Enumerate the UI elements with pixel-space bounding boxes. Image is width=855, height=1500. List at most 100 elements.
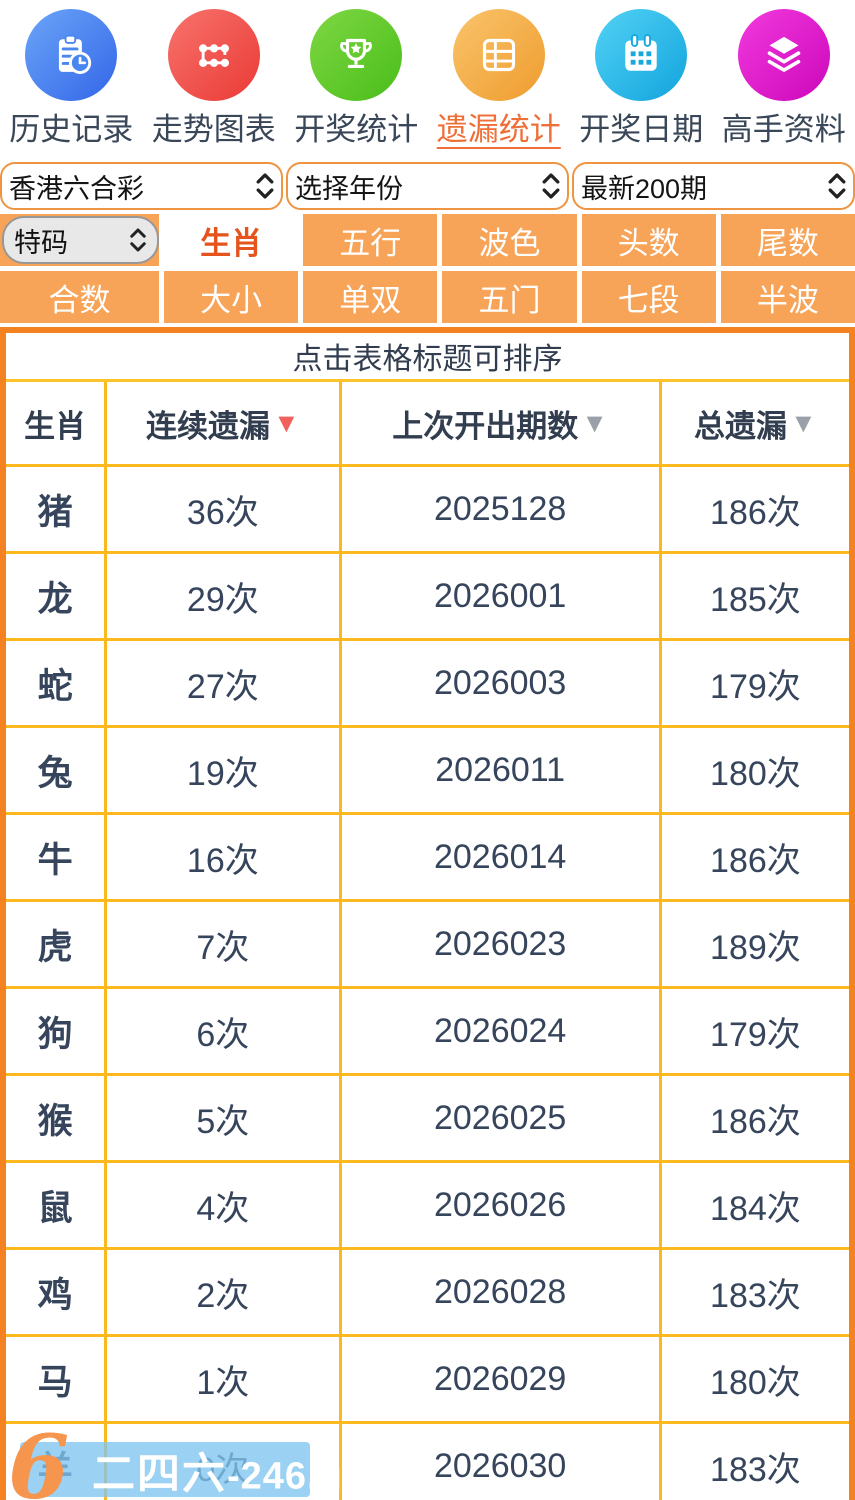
table-grid-icon xyxy=(452,9,545,101)
sort-desc-icon: ▼ xyxy=(272,407,300,438)
year-select-value: 选择年份 xyxy=(295,173,403,204)
table-cell: 179次 xyxy=(661,989,849,1077)
nav-draw-dates[interactable]: 开奖日期 xyxy=(570,9,713,147)
table-cell: 2026025 xyxy=(341,1076,662,1164)
watermark-banner xyxy=(20,1442,310,1497)
table-cell: 2次 xyxy=(107,1250,342,1338)
table-cell: 鼠 xyxy=(6,1163,108,1251)
table-cell: 2026023 xyxy=(341,902,662,990)
nav-expert-info[interactable]: 高手资料 xyxy=(713,9,855,147)
table-cell: 龙 xyxy=(6,554,108,642)
col-header-zodiac[interactable]: 生肖 xyxy=(6,382,108,468)
table-cell: 179次 xyxy=(661,641,849,729)
filter-wuxing[interactable]: 五行 xyxy=(303,214,438,267)
table-cell: 牛 xyxy=(6,815,108,903)
filter-weishu[interactable]: 尾数 xyxy=(720,214,855,267)
table-cell: 189次 xyxy=(661,902,849,990)
table-cell: 186次 xyxy=(661,1076,849,1164)
nav-expert-info-label: 高手资料 xyxy=(721,112,846,147)
filter-banbo[interactable]: 半波 xyxy=(720,271,855,324)
filter-heshu[interactable]: 合数 xyxy=(0,271,159,324)
table-cell: 29次 xyxy=(107,554,342,642)
table-cell: 猪 xyxy=(6,467,108,555)
col-header-consecutive-missing[interactable]: 连续遗漏 ▼ xyxy=(107,382,342,468)
table-cell: 狗 xyxy=(6,989,108,1077)
nav-draw-stats[interactable]: 开奖统计 xyxy=(285,9,428,147)
top-nav: 历史记录 走势图表 xyxy=(0,0,855,147)
watermark-domain: -246.gd xyxy=(227,1455,368,1498)
nav-trend-chart-label: 走势图表 xyxy=(151,112,276,147)
special-number-cell: 特码 xyxy=(0,214,159,267)
filter-toushu[interactable]: 头数 xyxy=(581,214,716,267)
table-grid: 生肖 连续遗漏 ▼ 上次开出期数 ▼ 总遗漏 ▼ 猪 36次 2025128 1… xyxy=(6,382,849,1500)
table-cell: 185次 xyxy=(661,554,849,642)
lottery-select[interactable]: 香港六合彩 xyxy=(0,162,283,211)
table-cell: 2026003 xyxy=(341,641,662,729)
sort-desc-icon: ▼ xyxy=(581,407,609,438)
table-cell: 7次 xyxy=(107,902,342,990)
col-header-last-drawn-period[interactable]: 上次开出期数 ▼ xyxy=(341,382,662,468)
calendar-icon xyxy=(595,9,688,101)
table-cell: 兔 xyxy=(6,728,108,816)
select-row: 香港六合彩 选择年份 最新200期 xyxy=(0,162,855,211)
watermark-cn: 二四六 xyxy=(92,1450,227,1499)
nav-missing-stats[interactable]: 遗漏统计 xyxy=(428,9,571,147)
watermark-text: 二四六-246.gd xyxy=(92,1439,367,1500)
filter-qiduan[interactable]: 七段 xyxy=(581,271,716,324)
table-cell: 虎 xyxy=(6,902,108,990)
filter-wumen[interactable]: 五门 xyxy=(442,271,577,324)
table-cell: 1次 xyxy=(107,1337,342,1425)
updown-icon xyxy=(130,228,146,252)
nav-trend-chart[interactable]: 走势图表 xyxy=(143,9,286,147)
missing-stats-table: 点击表格标题可排序 生肖 连续遗漏 ▼ 上次开出期数 ▼ 总遗漏 ▼ 猪 36次… xyxy=(0,327,855,1500)
trend-chart-icon xyxy=(167,9,260,101)
period-select[interactable]: 最新200期 xyxy=(572,162,855,211)
period-select-value: 最新200期 xyxy=(581,173,708,204)
lottery-select-value: 香港六合彩 xyxy=(9,173,144,204)
special-number-select[interactable]: 特码 xyxy=(2,216,159,265)
table-cell: 6次 xyxy=(107,989,342,1077)
table-cell: 2026014 xyxy=(341,815,662,903)
table-cell: 180次 xyxy=(661,728,849,816)
col-header-total-missing[interactable]: 总遗漏 ▼ xyxy=(661,382,849,468)
table-cell: 2026028 xyxy=(341,1250,662,1338)
year-select[interactable]: 选择年份 xyxy=(286,162,569,211)
sort-desc-icon: ▼ xyxy=(790,407,817,438)
sort-hint: 点击表格标题可排序 xyxy=(6,333,849,383)
filter-daxiao[interactable]: 大小 xyxy=(164,271,299,324)
nav-draw-dates-label: 开奖日期 xyxy=(579,112,704,147)
layers-icon xyxy=(737,9,830,101)
filter-bose[interactable]: 波色 xyxy=(442,214,577,267)
table-cell: 2026001 xyxy=(341,554,662,642)
filter-grid: 特码 生肖 五行 波色 头数 尾数 合数 大小 单双 五门 七段 半波 xyxy=(0,214,855,324)
filter-danshuang[interactable]: 单双 xyxy=(303,271,438,324)
site-watermark: 6 二四六-246.gd xyxy=(8,1424,366,1500)
updown-icon xyxy=(256,173,274,199)
history-icon xyxy=(25,9,118,101)
table-cell: 2026030 xyxy=(341,1424,662,1500)
table-cell: 2026011 xyxy=(341,728,662,816)
nav-history[interactable]: 历史记录 xyxy=(0,9,143,147)
table-cell: 19次 xyxy=(107,728,342,816)
table-cell: 27次 xyxy=(107,641,342,729)
table-cell: 马 xyxy=(6,1337,108,1425)
table-cell: 183次 xyxy=(661,1250,849,1338)
table-cell: 2026026 xyxy=(341,1163,662,1251)
table-cell: 183次 xyxy=(661,1424,849,1500)
table-cell: 5次 xyxy=(107,1076,342,1164)
table-cell: 2025128 xyxy=(341,467,662,555)
nav-history-label: 历史记录 xyxy=(9,112,134,147)
table-cell: 180次 xyxy=(661,1337,849,1425)
trophy-icon xyxy=(310,9,403,101)
table-cell: 16次 xyxy=(107,815,342,903)
filter-zodiac[interactable]: 生肖 xyxy=(164,214,299,267)
table-cell: 4次 xyxy=(107,1163,342,1251)
special-number-select-value: 特码 xyxy=(14,227,68,258)
nav-missing-stats-label: 遗漏统计 xyxy=(436,112,561,147)
table-cell: 186次 xyxy=(661,467,849,555)
updown-icon xyxy=(828,173,846,199)
table-cell: 2026029 xyxy=(341,1337,662,1425)
table-cell: 36次 xyxy=(107,467,342,555)
watermark-number: 6 xyxy=(8,1415,70,1500)
